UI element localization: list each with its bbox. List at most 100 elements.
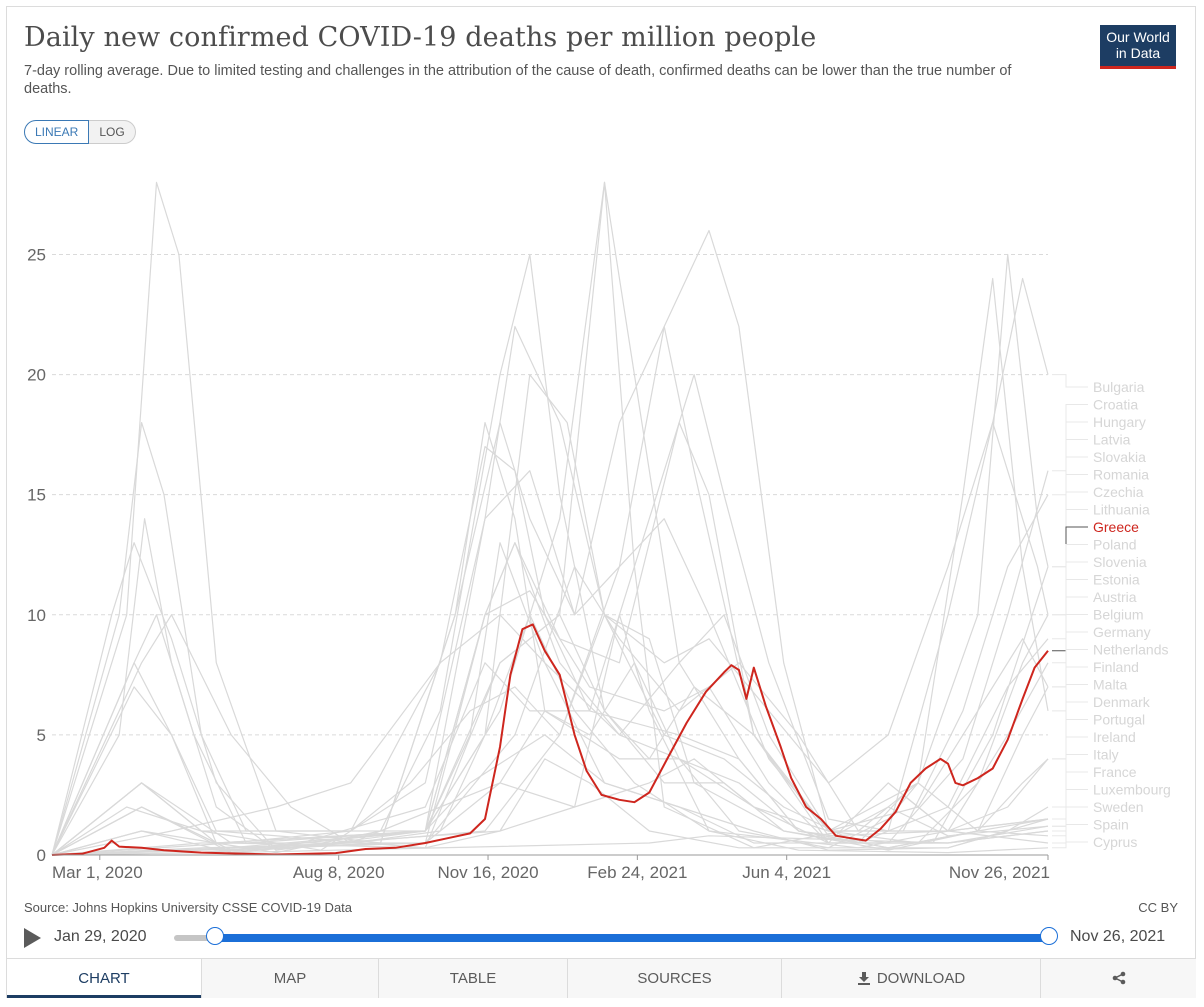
timeline: Jan 29, 2020 Nov 26, 2021 (24, 924, 1184, 952)
legend-connector (1052, 374, 1088, 388)
series-line-sweden (51, 614, 1049, 856)
logo-line-1: Our World (1106, 29, 1170, 45)
legend-label-portugal[interactable]: Portugal (1093, 712, 1145, 728)
legend-label-spain[interactable]: Spain (1093, 817, 1129, 833)
tab-table-label: TABLE (449, 970, 497, 987)
series-line-slovakia (51, 181, 1049, 856)
series-line-greece (51, 623, 1049, 856)
tab-map[interactable]: MAP (201, 959, 378, 998)
legend-connector (1052, 684, 1088, 820)
series-line-poland (51, 422, 1049, 856)
y-tick-label: 25 (27, 245, 46, 264)
timeline-start-handle[interactable] (206, 927, 224, 945)
series-line-luxembourg (51, 542, 1049, 856)
timeline-selected-range (215, 934, 1049, 942)
tab-share[interactable] (1040, 959, 1196, 998)
tab-table[interactable]: TABLE (378, 959, 567, 998)
legend-label-estonia[interactable]: Estonia (1093, 572, 1140, 588)
series-line-italy (51, 542, 1049, 856)
share-icon (1112, 971, 1125, 985)
page-title: Daily new confirmed COVID-19 deaths per … (24, 22, 817, 53)
source-note[interactable]: Source: Johns Hopkins University CSSE CO… (24, 900, 353, 915)
y-tick-label: 15 (27, 486, 46, 505)
tab-download[interactable]: DOWNLOAD (781, 959, 1040, 998)
legend-connector (1052, 666, 1088, 827)
legend-connector (1052, 719, 1088, 827)
legend-label-luxembourg[interactable]: Luxembourg (1093, 782, 1171, 798)
legend-label-poland[interactable]: Poland (1093, 537, 1137, 553)
line-chart: 0 5 10 15 20 25 Mar 1, 2020 Aug 8, 2020 Nov 16, … (27, 181, 1171, 882)
legend-label-greece[interactable]: Greece (1093, 519, 1139, 535)
series-line-portugal (51, 181, 1049, 856)
series-line-latvia (51, 253, 1049, 856)
series-line-bulgaria (51, 277, 1049, 856)
series-line-spain (51, 422, 1049, 856)
legend-label-belgium[interactable]: Belgium (1093, 607, 1144, 623)
legend-connector (1052, 404, 1088, 496)
tab-chart[interactable]: CHART (7, 959, 201, 998)
x-tick-label: Feb 24, 2021 (587, 863, 687, 882)
series-line-slovenia (51, 325, 1049, 856)
legend-connector (1052, 439, 1088, 568)
legend-label-czechia[interactable]: Czechia (1093, 484, 1144, 500)
series-line-belgium (51, 181, 1049, 856)
x-tick-label: Nov 26, 2021 (949, 863, 1050, 882)
legend-label-slovenia[interactable]: Slovenia (1093, 554, 1147, 570)
legend-connector (1052, 824, 1088, 844)
legend-label-italy[interactable]: Italy (1093, 747, 1119, 763)
y-tick-label: 5 (37, 726, 46, 745)
legend-connector (1052, 579, 1088, 688)
legend-label-germany[interactable]: Germany (1093, 624, 1151, 640)
legend-label-malta[interactable]: Malta (1093, 677, 1127, 693)
legend-label-romania[interactable]: Romania (1093, 467, 1149, 483)
scale-toggle: LINEAR LOG (24, 120, 136, 144)
legend-label-austria[interactable]: Austria (1093, 589, 1137, 605)
legend-label-sweden[interactable]: Sweden (1093, 799, 1144, 815)
x-tick-label: Mar 1, 2020 (52, 863, 143, 882)
x-tick-label: Aug 8, 2020 (293, 863, 385, 882)
tab-sources[interactable]: SOURCES (567, 959, 781, 998)
timeline-end-handle[interactable] (1040, 927, 1058, 945)
legend-label-finland[interactable]: Finland (1093, 659, 1139, 675)
legend-label-france[interactable]: France (1093, 764, 1137, 780)
tab-bar: CHART MAP TABLE SOURCES DOWNLOAD (7, 958, 1196, 998)
license-link[interactable]: CC BY (1138, 900, 1178, 915)
tab-sources-label: SOURCES (637, 970, 712, 987)
series-line-lithuania (51, 374, 1049, 856)
logo-accent-bar (1100, 66, 1176, 69)
x-tick-label: Nov 16, 2020 (437, 863, 538, 882)
legend-label-ireland[interactable]: Ireland (1093, 729, 1136, 745)
y-tick-label: 0 (37, 846, 46, 865)
timeline-end-date: Nov 26, 2021 (1070, 928, 1166, 945)
legend-label-bulgaria[interactable]: Bulgaria (1093, 379, 1145, 395)
scale-log-button[interactable]: LOG (89, 120, 136, 144)
legend-connector (1052, 649, 1088, 808)
y-tick-label: 10 (27, 606, 46, 625)
legend-connector (1052, 456, 1088, 472)
legend-connector (1052, 596, 1088, 688)
x-tick-label: Jun 4, 2021 (742, 863, 831, 882)
play-icon[interactable] (24, 928, 41, 948)
y-tick-label: 20 (27, 366, 46, 385)
download-icon (857, 972, 870, 985)
legend-label-latvia[interactable]: Latvia (1093, 432, 1131, 448)
legend-connector (1052, 818, 1088, 843)
chart-subtitle: 7-day rolling average. Due to limited te… (24, 63, 1012, 97)
series-line-czechia (51, 325, 1049, 856)
legend-connector (1052, 421, 1088, 616)
legend-label-hungary[interactable]: Hungary (1093, 414, 1146, 430)
legend-label-denmark[interactable]: Denmark (1093, 694, 1151, 710)
legend-label-netherlands[interactable]: Netherlands (1093, 642, 1169, 658)
legend-label-slovakia[interactable]: Slovakia (1093, 449, 1146, 465)
legend-connector (1052, 491, 1088, 568)
timeline-start-date: Jan 29, 2020 (54, 928, 147, 945)
series-line-denmark (51, 758, 1049, 856)
series-line-cyprus (51, 758, 1049, 856)
legend-label-cyprus[interactable]: Cyprus (1093, 834, 1137, 850)
legend-label-croatia[interactable]: Croatia (1093, 397, 1138, 413)
legend-label-lithuania[interactable]: Lithuania (1093, 502, 1150, 518)
tab-download-label: DOWNLOAD (876, 970, 966, 987)
scale-linear-button[interactable]: LINEAR (24, 120, 90, 144)
legend-connector (1052, 754, 1088, 832)
owid-logo[interactable]: Our World in Data (1100, 25, 1176, 69)
